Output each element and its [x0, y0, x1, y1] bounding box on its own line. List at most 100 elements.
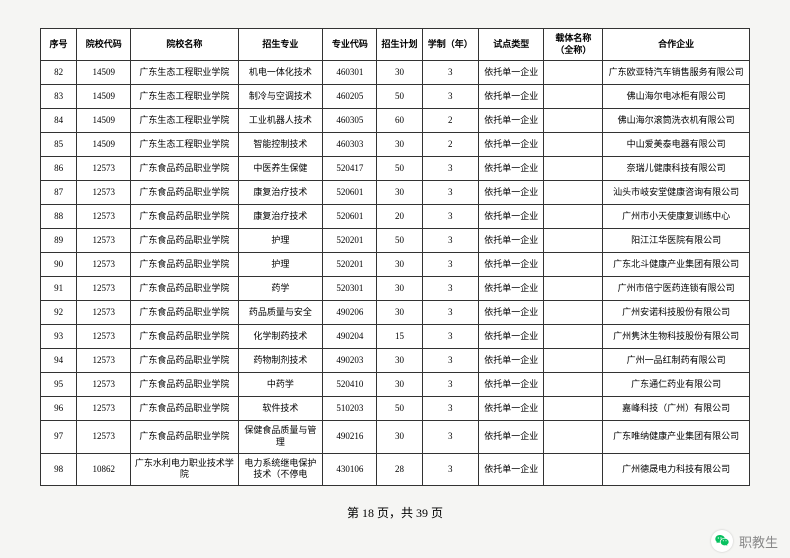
table-cell: 广东北斗健康产业集团有限公司	[603, 253, 750, 277]
table-row: 9810862广东水利电力职业技术学院电力系统继电保护技术（不停电4301062…	[41, 453, 750, 485]
table-row: 8712573广东食品药品职业学院康复治疗技术520601303依托单一企业汕头…	[41, 181, 750, 205]
table-cell: 广东食品药品职业学院	[131, 277, 238, 301]
table-cell: 3	[422, 229, 478, 253]
table-cell: 依托单一企业	[479, 109, 544, 133]
table-cell: 12573	[77, 301, 131, 325]
table-cell: 30	[377, 277, 422, 301]
table-cell: 460301	[323, 61, 377, 85]
table-cell: 依托单一企业	[479, 61, 544, 85]
table-cell: 20	[377, 205, 422, 229]
table-cell: 86	[41, 157, 77, 181]
table-cell: 广州一品红制药有限公司	[603, 349, 750, 373]
table-cell: 94	[41, 349, 77, 373]
table-header-cell: 招生计划	[377, 29, 422, 61]
table-cell: 护理	[238, 253, 323, 277]
table-cell: 92	[41, 301, 77, 325]
table-header-cell: 学制（年）	[422, 29, 478, 61]
table-cell: 12573	[77, 349, 131, 373]
table-cell: 嘉峰科技（广州）有限公司	[603, 397, 750, 421]
table-cell: 康复治疗技术	[238, 181, 323, 205]
table-row: 9612573广东食品药品职业学院软件技术510203503依托单一企业嘉峰科技…	[41, 397, 750, 421]
table-cell: 50	[377, 229, 422, 253]
table-cell: 广东食品药品职业学院	[131, 301, 238, 325]
table-cell: 电力系统继电保护技术（不停电	[238, 453, 323, 485]
table-cell: 佛山海尔滚筒洗衣机有限公司	[603, 109, 750, 133]
table-cell: 依托单一企业	[479, 373, 544, 397]
table-cell: 3	[422, 397, 478, 421]
table-cell	[544, 325, 603, 349]
table-cell: 12573	[77, 157, 131, 181]
table-cell: 460303	[323, 133, 377, 157]
table-cell: 490216	[323, 421, 377, 453]
table-cell: 智能控制技术	[238, 133, 323, 157]
table-row: 9412573广东食品药品职业学院药物制剂技术490203303依托单一企业广州…	[41, 349, 750, 373]
table-cell: 95	[41, 373, 77, 397]
table-cell	[544, 349, 603, 373]
table-cell	[544, 181, 603, 205]
table-cell: 98	[41, 453, 77, 485]
table-cell: 广东生态工程职业学院	[131, 85, 238, 109]
table-header-row: 序号院校代码院校名称招生专业专业代码招生计划学制（年）试点类型载体名称（全称）合…	[41, 29, 750, 61]
table-cell: 工业机器人技术	[238, 109, 323, 133]
table-cell: 广东欧亚特汽车销售服务有限公司	[603, 61, 750, 85]
table-cell: 30	[377, 253, 422, 277]
table-row: 8414509广东生态工程职业学院工业机器人技术460305602依托单一企业佛…	[41, 109, 750, 133]
table-cell: 430106	[323, 453, 377, 485]
table-cell: 广州安诺科技股份有限公司	[603, 301, 750, 325]
table-cell: 30	[377, 61, 422, 85]
table-cell: 药品质量与安全	[238, 301, 323, 325]
table-cell	[544, 205, 603, 229]
table-cell: 12573	[77, 373, 131, 397]
table-cell: 汕头市岐安堂健康咨询有限公司	[603, 181, 750, 205]
page-container: 序号院校代码院校名称招生专业专业代码招生计划学制（年）试点类型载体名称（全称）合…	[0, 0, 790, 531]
table-row: 9712573广东食品药品职业学院保健食品质量与管理490216303依托单一企…	[41, 421, 750, 453]
table-cell: 广东生态工程职业学院	[131, 109, 238, 133]
table-cell: 药物制剂技术	[238, 349, 323, 373]
table-cell: 30	[377, 349, 422, 373]
table-cell: 依托单一企业	[479, 349, 544, 373]
table-cell: 50	[377, 85, 422, 109]
table-cell: 依托单一企业	[479, 205, 544, 229]
table-cell: 3	[422, 373, 478, 397]
table-cell: 30	[377, 181, 422, 205]
table-cell: 中山爱美泰电器有限公司	[603, 133, 750, 157]
table-cell: 12573	[77, 181, 131, 205]
table-cell: 460205	[323, 85, 377, 109]
table-cell: 广东食品药品职业学院	[131, 205, 238, 229]
table-cell: 依托单一企业	[479, 421, 544, 453]
table-cell	[544, 133, 603, 157]
table-cell: 490206	[323, 301, 377, 325]
table-cell: 90	[41, 253, 77, 277]
wechat-icon	[711, 530, 733, 552]
table-cell: 广东水利电力职业技术学院	[131, 453, 238, 485]
table-row: 9212573广东食品药品职业学院药品质量与安全490206303依托单一企业广…	[41, 301, 750, 325]
table-cell: 12573	[77, 397, 131, 421]
table-cell: 中医养生保健	[238, 157, 323, 181]
table-cell: 14509	[77, 85, 131, 109]
table-cell: 3	[422, 181, 478, 205]
footer-text: 职教生	[739, 532, 778, 551]
table-cell: 2	[422, 109, 478, 133]
table-cell: 3	[422, 253, 478, 277]
table-cell: 15	[377, 325, 422, 349]
table-cell: 97	[41, 421, 77, 453]
table-cell: 520601	[323, 181, 377, 205]
table-cell: 520201	[323, 229, 377, 253]
table-row: 9512573广东食品药品职业学院中药学520410303依托单一企业广东通仁药…	[41, 373, 750, 397]
table-cell: 30	[377, 421, 422, 453]
table-cell	[544, 277, 603, 301]
table-cell: 87	[41, 181, 77, 205]
table-header-cell: 院校代码	[77, 29, 131, 61]
table-cell: 依托单一企业	[479, 157, 544, 181]
table-cell: 阳江江华医院有限公司	[603, 229, 750, 253]
table-cell: 广东生态工程职业学院	[131, 133, 238, 157]
table-cell: 3	[422, 453, 478, 485]
table-header-cell: 序号	[41, 29, 77, 61]
table-cell: 广东食品药品职业学院	[131, 181, 238, 205]
table-cell: 91	[41, 277, 77, 301]
table-header-cell: 院校名称	[131, 29, 238, 61]
table-cell: 10862	[77, 453, 131, 485]
table-cell: 3	[422, 325, 478, 349]
table-cell: 药学	[238, 277, 323, 301]
table-cell: 3	[422, 421, 478, 453]
